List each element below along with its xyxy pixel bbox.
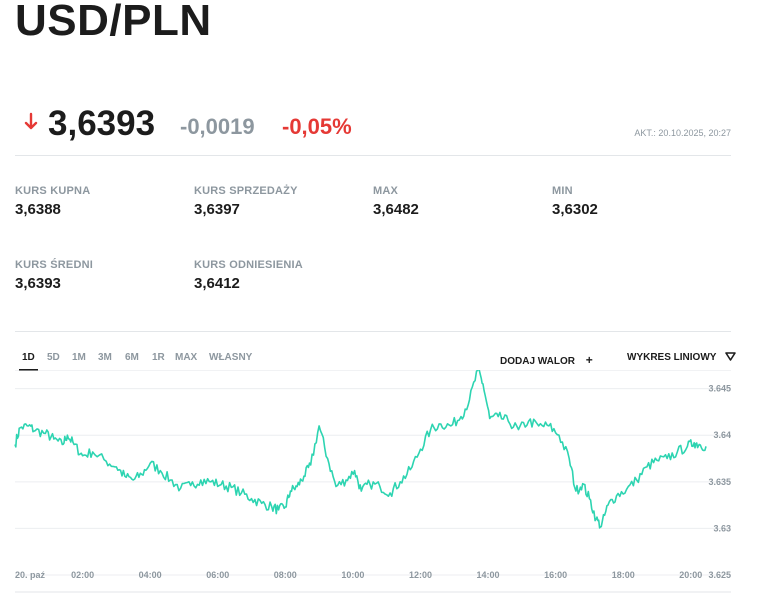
arrow-down-icon: [24, 112, 38, 130]
chart-type-label: WYKRES LINIOWY: [627, 352, 717, 363]
chart-type-dropdown[interactable]: WYKRES LINIOWY: [627, 352, 736, 363]
y-tick-label: 3.625: [708, 570, 731, 580]
add-asset-button[interactable]: DODAJ WALOR +: [500, 353, 593, 367]
page-title: USD/PLN: [15, 0, 212, 45]
quote-row: 3,6393 -0,0019 -0,05% AKT.: 20.10.2025, …: [15, 103, 731, 147]
x-tick-label: 02:00: [71, 570, 94, 580]
price-chart-svg[interactable]: 3.645 3.64 3.635 3.63 3.625 20. paź 02:00 04:00…: [0, 366, 767, 593]
add-asset-label: DODAJ WALOR: [500, 356, 575, 367]
tab-5d[interactable]: 5D: [47, 352, 60, 363]
stat-label: KURS ŚREDNI: [15, 259, 93, 271]
price-change-percent: -0,05%: [282, 114, 352, 139]
stat-label: KURS ODNIESIENIA: [194, 259, 303, 271]
stat-label: KURS SPRZEDAŻY: [194, 185, 298, 197]
stat-value: 3,6482: [373, 201, 419, 218]
y-tick-label: 3.645: [708, 384, 731, 394]
current-price: 3,6393: [48, 104, 156, 143]
stat-kurs-sredni: KURS ŚREDNI 3,6393: [15, 259, 93, 292]
x-tick-label: 14:00: [477, 570, 500, 580]
stat-label: MAX: [373, 185, 399, 197]
price-line: [14, 366, 707, 529]
tab-1m[interactable]: 1M: [72, 352, 86, 363]
x-tick-label: 04:00: [139, 570, 162, 580]
stat-kurs-odniesienia: KURS ODNIESIENIA 3,6412: [194, 259, 303, 292]
y-tick-label: 3.64: [713, 430, 731, 440]
x-tick-label: 20:00: [679, 570, 702, 580]
last-update-timestamp: AKT.: 20.10.2025, 20:27: [634, 128, 731, 138]
stat-value: 3,6388: [15, 201, 61, 218]
stat-max: MAX 3,6482: [373, 185, 419, 218]
divider: [15, 155, 731, 156]
y-tick-label: 3.635: [708, 477, 731, 487]
x-tick-label: 12:00: [409, 570, 432, 580]
tab-1r[interactable]: 1R: [152, 352, 165, 363]
x-tick-label: 08:00: [274, 570, 297, 580]
tab-max[interactable]: MAX: [175, 352, 198, 363]
x-tick-label: 18:00: [612, 570, 635, 580]
divider: [15, 331, 731, 332]
stat-min: MIN 3,6302: [552, 185, 598, 218]
stat-value: 3,6302: [552, 201, 598, 218]
stat-value: 3,6412: [194, 275, 240, 292]
stat-kurs-sprzedazy: KURS SPRZEDAŻY 3,6397: [194, 185, 298, 218]
stat-value: 3,6393: [15, 275, 61, 292]
plus-icon: +: [585, 353, 593, 367]
price-chart[interactable]: 3.645 3.64 3.635 3.63 3.625 20. paź 02:00 04:00…: [0, 366, 767, 593]
tab-6m[interactable]: 6M: [125, 352, 139, 363]
x-tick-label: 20. paź: [15, 570, 46, 580]
triangle-down-icon: [725, 352, 736, 361]
stat-label: KURS KUPNA: [15, 185, 91, 197]
x-tick-label: 16:00: [544, 570, 567, 580]
tab-1d[interactable]: 1D: [19, 350, 38, 371]
tab-3m[interactable]: 3M: [98, 352, 112, 363]
stat-kurs-kupna: KURS KUPNA 3,6388: [15, 185, 90, 218]
tab-wlasny[interactable]: WŁASNY: [209, 352, 253, 363]
price-change-absolute: -0,0019: [180, 114, 255, 139]
stat-value: 3,6397: [194, 201, 240, 218]
x-tick-label: 10:00: [341, 570, 364, 580]
stat-label: MIN: [552, 185, 573, 197]
x-tick-label: 06:00: [206, 570, 229, 580]
y-tick-label: 3.63: [713, 523, 731, 533]
